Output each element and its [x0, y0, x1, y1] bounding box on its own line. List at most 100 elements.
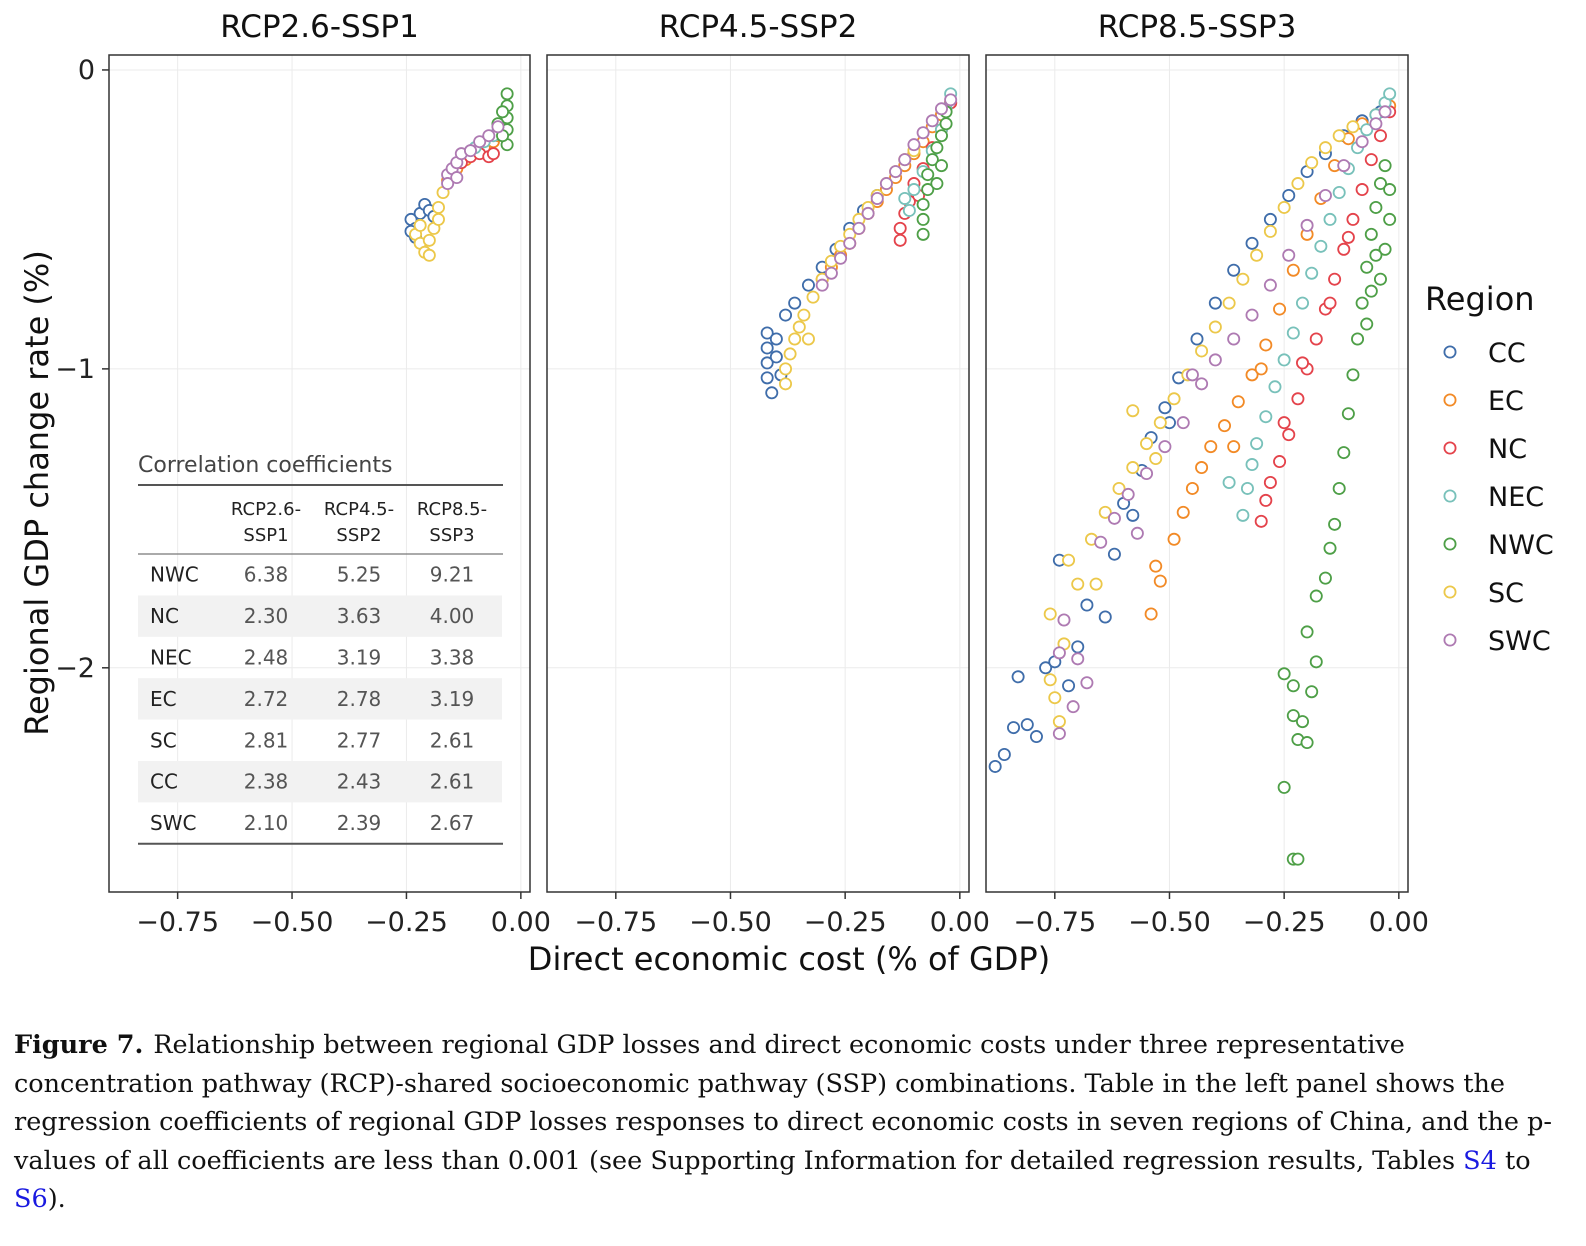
panel-border	[546, 54, 970, 893]
point-ec	[1245, 368, 1259, 382]
panel-title: RCP4.5-SSP2	[659, 9, 858, 45]
point-sc	[431, 200, 445, 214]
point-nwc	[1323, 541, 1337, 555]
table-row-label: EC	[150, 687, 177, 711]
ref-link-s6[interactable]: S6	[14, 1184, 48, 1214]
point-cc	[769, 350, 783, 364]
legend-label-nwc: NWC	[1488, 530, 1554, 561]
x-tick-label: −0.50	[251, 907, 334, 938]
table-cell: 2.78	[337, 687, 382, 711]
point-sc	[422, 233, 436, 247]
point-cc	[1011, 670, 1025, 684]
point-nwc	[934, 129, 948, 143]
point-nwc	[1291, 852, 1305, 866]
table-cell: 4.00	[430, 604, 475, 628]
point-ec	[1185, 481, 1199, 495]
point-cc	[760, 371, 774, 385]
point-nec	[902, 203, 916, 217]
point-swc	[1282, 248, 1296, 262]
point-nec	[1222, 475, 1236, 489]
table-row-label: NEC	[150, 646, 192, 670]
x-tick-label: −0.75	[1013, 907, 1096, 938]
table-title: Correlation coefficients	[138, 453, 392, 478]
point-sc	[1140, 437, 1154, 451]
point-nc	[1254, 514, 1268, 528]
panel-rcp8.5-ssp3: RCP8.5-SSP3 −0.75 −0.50 −0.25 0.00	[985, 9, 1429, 938]
y-axis-label: Regional GDP change rate (%)	[18, 250, 56, 736]
point-sc	[1062, 553, 1076, 567]
point-sc	[801, 332, 815, 346]
point-swc	[1052, 646, 1066, 660]
table-cell: 2.61	[430, 728, 475, 752]
point-swc	[1227, 332, 1241, 346]
point-sc	[1208, 320, 1222, 334]
point-nc	[893, 233, 907, 247]
point-ec	[1273, 302, 1287, 316]
point-swc	[1318, 188, 1332, 202]
figure-label: Figure 7.	[14, 1030, 144, 1060]
point-nc	[1341, 230, 1355, 244]
point-ec	[1231, 395, 1245, 409]
point-swc	[1245, 308, 1259, 322]
point-nwc	[930, 141, 944, 155]
point-sc	[1153, 416, 1167, 430]
point-sc	[413, 218, 427, 232]
point-nwc	[1328, 517, 1342, 531]
point-cc	[1080, 598, 1094, 612]
point-nwc	[1309, 589, 1323, 603]
point-swc	[1140, 466, 1154, 480]
point-swc	[934, 102, 948, 116]
point-nwc	[921, 168, 935, 182]
caption-text: Relationship between regional GDP losses…	[14, 1030, 1553, 1176]
table-cell: 2.48	[244, 646, 289, 670]
point-nwc	[1286, 679, 1300, 693]
point-ec	[1204, 440, 1218, 454]
x-tick-label: −0.25	[365, 907, 448, 938]
point-nc	[1291, 392, 1305, 406]
ref-link-s4[interactable]: S4	[1463, 1145, 1497, 1176]
point-swc	[1300, 218, 1314, 232]
legend-label-cc: CC	[1488, 338, 1526, 369]
point-cc	[769, 332, 783, 346]
point-swc	[1158, 440, 1172, 454]
point-nwc	[1277, 780, 1291, 794]
point-sc	[779, 362, 793, 376]
point-swc	[1355, 135, 1369, 149]
panel-rcp2.6-ssp1: RCP2.6-SSP1−0.75 −0.50 −0.25 0.000−1−2Corre…	[55, 9, 551, 938]
point-swc	[815, 278, 829, 292]
panel-title: RCP8.5-SSP3	[1098, 9, 1297, 45]
point-ec	[1286, 263, 1300, 277]
point-swc	[944, 93, 958, 107]
point-nc	[1259, 493, 1273, 507]
table-cell: 5.25	[337, 563, 382, 587]
point-nwc	[1360, 260, 1374, 274]
point-ec	[1259, 338, 1273, 352]
table-row-bg	[138, 678, 502, 720]
point-ec	[1144, 607, 1158, 621]
table-cell: 2.72	[244, 687, 289, 711]
point-sc	[783, 347, 797, 361]
point-cc	[1208, 296, 1222, 310]
point-nwc	[1373, 177, 1387, 191]
point-swc	[834, 251, 848, 265]
point-swc	[1263, 278, 1277, 292]
point-nwc	[1296, 715, 1310, 729]
point-ec	[1176, 505, 1190, 519]
point-ec	[1153, 574, 1167, 588]
point-nec	[1250, 437, 1264, 451]
table-cell: 6.38	[244, 563, 289, 587]
point-nc	[893, 221, 907, 235]
point-sc	[1291, 177, 1305, 191]
point-nec	[1296, 296, 1310, 310]
figure-plot: RCP2.6-SSP1−0.75 −0.50 −0.25 0.000−1−2Corre…	[18, 9, 1554, 978]
point-nec	[1259, 410, 1273, 424]
point-cc	[1227, 263, 1241, 277]
point-cc	[1098, 610, 1112, 624]
point-swc	[889, 165, 903, 179]
table-cell: 3.19	[430, 687, 475, 711]
point-sc	[1346, 120, 1360, 134]
point-sc	[1318, 141, 1332, 155]
point-swc	[491, 120, 505, 134]
x-tick-label: −0.50	[1128, 907, 1211, 938]
point-cc	[801, 278, 815, 292]
